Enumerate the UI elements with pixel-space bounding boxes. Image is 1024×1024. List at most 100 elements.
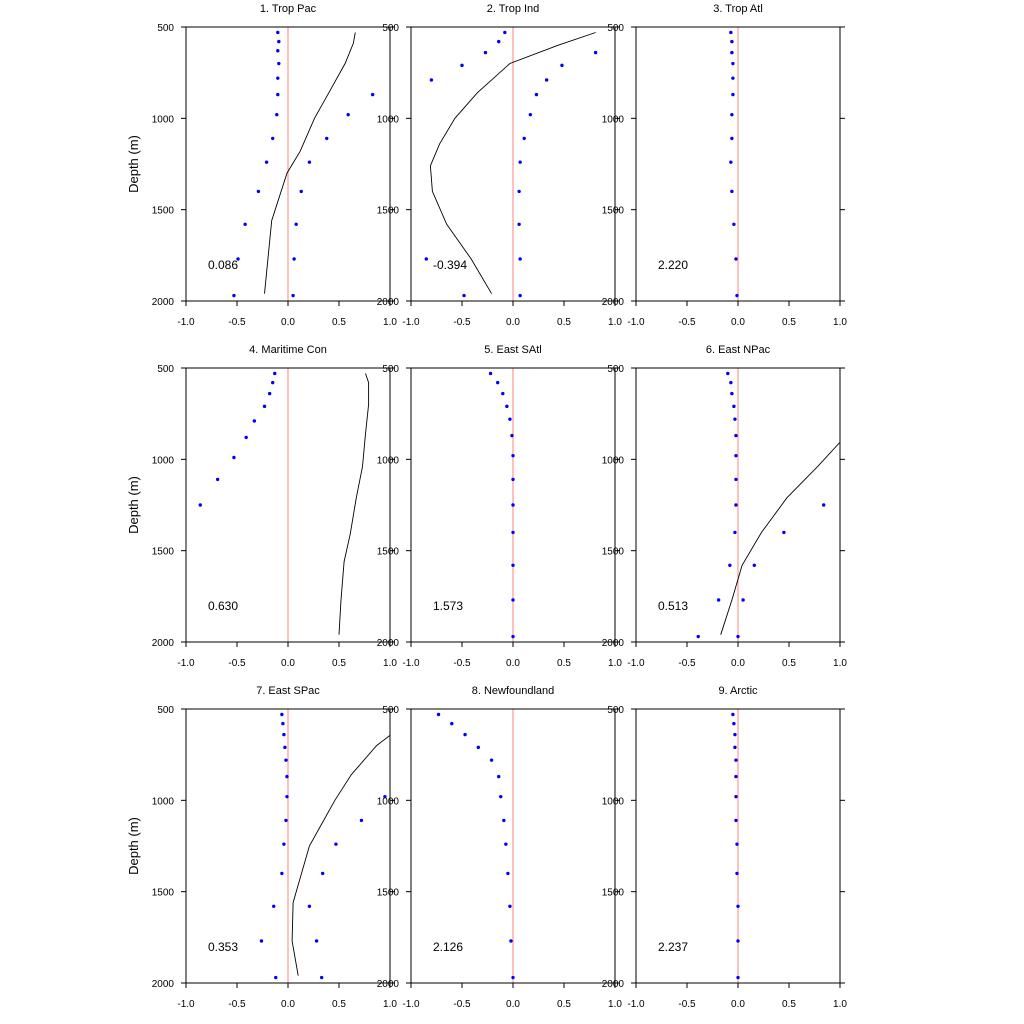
data-point (593, 50, 598, 55)
panel-data (488, 371, 515, 639)
data-point (734, 503, 738, 507)
panel-2: -1.0 -0.5 0.0 0.5 1.0 500 1000 1500 2000 2. Trop … (377, 3, 623, 328)
data-point (256, 189, 261, 194)
data-point (489, 758, 494, 762)
y-tick-label: 1000 (377, 114, 400, 125)
x-tick-label: -0.5 (453, 999, 471, 1010)
value-label: 0.353 (208, 940, 238, 954)
y-tick-label: 2000 (377, 979, 400, 990)
y-tick-label: 1000 (152, 455, 175, 466)
data-point (518, 257, 522, 261)
value-label: 0.513 (658, 599, 688, 613)
data-point (510, 433, 514, 438)
x-tick-label: -0.5 (678, 658, 696, 669)
data-point (274, 975, 278, 980)
data-point (276, 30, 280, 35)
x-tick-label: -0.5 (453, 317, 471, 328)
value-label: -0.394 (433, 258, 467, 272)
data-point (307, 160, 312, 164)
y-tick-label: 1500 (152, 888, 175, 899)
data-point (462, 293, 466, 298)
data-point (731, 76, 735, 80)
x-tick-label: 1.0 (383, 317, 397, 328)
data-point (728, 563, 732, 567)
panel-1: -1.0 -0.5 0.0 0.5 1.0 500 1000 1500 2000 1. Trop … (126, 3, 397, 328)
y-tick-label: 1500 (377, 888, 400, 899)
panel-data (182, 371, 370, 635)
data-point (277, 61, 281, 66)
x-tick-label: -0.5 (678, 999, 696, 1010)
data-point (182, 531, 185, 534)
data-point (283, 745, 287, 750)
series-line (429, 32, 596, 294)
data-point (506, 871, 510, 876)
y-tick-label: 1500 (152, 547, 175, 558)
data-point (734, 477, 738, 482)
data-point (252, 419, 257, 423)
x-tick-label: -0.5 (453, 658, 471, 669)
y-axis-title: Depth (m) (126, 135, 141, 193)
data-point (236, 257, 240, 261)
data-point (736, 634, 740, 639)
data-point (281, 721, 285, 726)
x-tick-label: -1.0 (402, 999, 420, 1010)
data-point (511, 453, 515, 458)
data-point (511, 634, 515, 639)
data-point (782, 530, 786, 535)
data-point (734, 257, 738, 261)
y-tick-label: 2000 (377, 638, 400, 649)
data-point (285, 774, 289, 779)
y-tick-label: 2000 (602, 979, 625, 990)
data-point (821, 503, 826, 507)
data-point (277, 39, 281, 44)
data-point (501, 391, 505, 396)
panel-data (436, 712, 515, 980)
data-point (734, 818, 738, 823)
panel-5: -1.0 -0.5 0.0 0.5 1.0 500 1000 1500 2000 5. East … (377, 344, 623, 669)
panel-data (731, 712, 740, 980)
data-point (307, 904, 312, 908)
data-point (497, 39, 501, 44)
data-point (325, 136, 329, 141)
y-tick-label: 1000 (602, 796, 625, 807)
data-point (508, 904, 512, 908)
y-tick-label: 2000 (377, 297, 400, 308)
x-tick-label: -1.0 (177, 999, 195, 1010)
value-label: 2.220 (658, 258, 688, 272)
x-tick-label: 0.5 (332, 658, 346, 669)
data-point (276, 49, 280, 53)
data-point (476, 745, 481, 750)
data-point (730, 50, 734, 55)
y-tick-label: 1000 (377, 796, 400, 807)
y-tick-label: 500 (607, 23, 624, 34)
data-point (511, 563, 515, 567)
x-tick-label: 0.5 (332, 317, 346, 328)
y-tick-label: 500 (382, 364, 399, 375)
data-point (319, 975, 324, 980)
x-tick-label: 1.0 (608, 658, 622, 669)
data-point (534, 92, 539, 97)
data-point (334, 842, 338, 846)
panel-6: -1.0 -0.5 0.0 0.5 1.0 500 1000 1500 2000 6. East … (602, 344, 848, 669)
value-label: 2.126 (433, 940, 463, 954)
x-tick-label: 1.0 (608, 999, 622, 1010)
x-tick-label: 0.0 (506, 999, 520, 1010)
data-point (735, 293, 739, 298)
y-tick-label: 1500 (377, 547, 400, 558)
x-tick-label: 0.0 (731, 658, 745, 669)
data-point (752, 563, 757, 567)
panel-grid: -1.0 -0.5 0.0 0.5 1.0 500 1000 1500 2000 1. Trop … (126, 3, 847, 1010)
x-tick-label: 1.0 (383, 999, 397, 1010)
x-tick-label: -1.0 (627, 999, 645, 1010)
data-point (735, 871, 739, 876)
panel-9: -1.0 -0.5 0.0 0.5 1.0 500 1000 1500 2000 9. Arcti… (602, 685, 848, 1010)
value-label: 2.237 (658, 940, 688, 954)
y-tick-label: 1000 (152, 114, 175, 125)
data-point (429, 78, 434, 82)
data-point (729, 380, 733, 385)
data-point (511, 530, 515, 535)
data-point (528, 112, 533, 117)
data-point (285, 794, 289, 799)
y-tick-label: 1000 (377, 455, 400, 466)
data-point (741, 598, 745, 602)
